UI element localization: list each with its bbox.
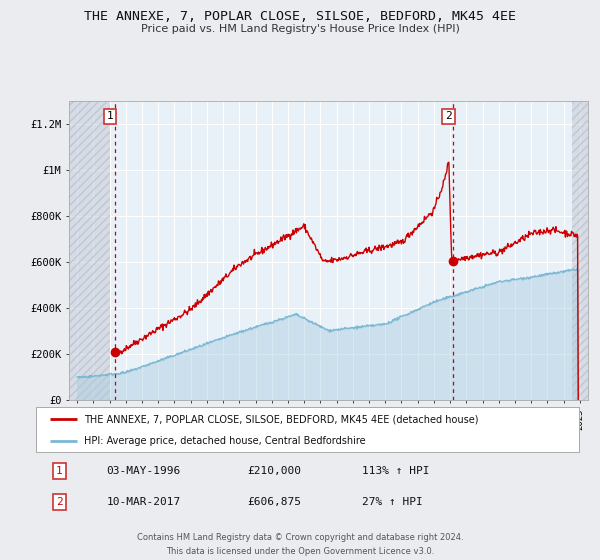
Text: £606,875: £606,875 [248,497,302,507]
Text: THE ANNEXE, 7, POPLAR CLOSE, SILSOE, BEDFORD, MK45 4EE (detached house): THE ANNEXE, 7, POPLAR CLOSE, SILSOE, BED… [84,414,478,424]
Text: THE ANNEXE, 7, POPLAR CLOSE, SILSOE, BEDFORD, MK45 4EE: THE ANNEXE, 7, POPLAR CLOSE, SILSOE, BED… [84,10,516,22]
Text: 10-MAR-2017: 10-MAR-2017 [107,497,181,507]
Text: 1: 1 [56,466,63,476]
Text: HPI: Average price, detached house, Central Bedfordshire: HPI: Average price, detached house, Cent… [84,436,365,446]
Text: £210,000: £210,000 [248,466,302,476]
Text: 113% ↑ HPI: 113% ↑ HPI [362,466,430,476]
Text: 2: 2 [445,111,452,122]
Text: Contains HM Land Registry data © Crown copyright and database right 2024.: Contains HM Land Registry data © Crown c… [137,533,463,542]
Text: This data is licensed under the Open Government Licence v3.0.: This data is licensed under the Open Gov… [166,547,434,556]
Bar [69,101,110,400]
Bar [572,101,588,400]
Text: 03-MAY-1996: 03-MAY-1996 [107,466,181,476]
Text: 2: 2 [56,497,63,507]
Text: Price paid vs. HM Land Registry's House Price Index (HPI): Price paid vs. HM Land Registry's House … [140,24,460,34]
Text: 1: 1 [107,111,113,122]
Text: 27% ↑ HPI: 27% ↑ HPI [362,497,422,507]
